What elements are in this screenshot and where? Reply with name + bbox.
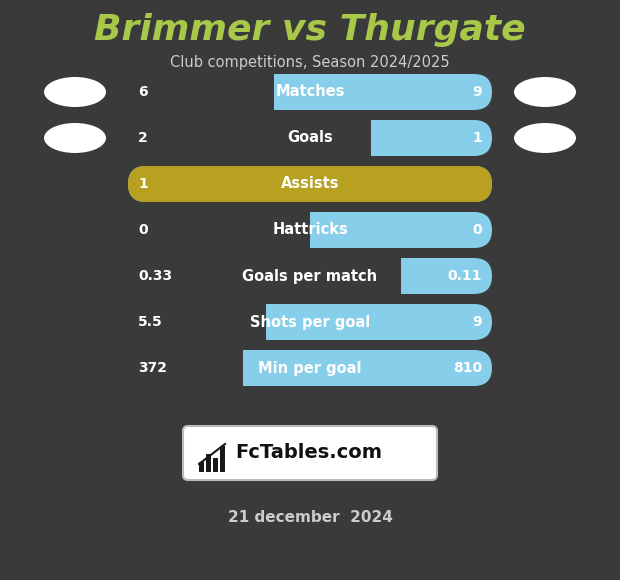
FancyBboxPatch shape	[128, 350, 492, 386]
FancyBboxPatch shape	[128, 120, 492, 156]
FancyBboxPatch shape	[128, 350, 492, 386]
Bar	[401, 258, 620, 294]
Text: 372: 372	[138, 361, 167, 375]
Text: 9: 9	[472, 85, 482, 99]
Text: 0.33: 0.33	[138, 269, 172, 283]
FancyBboxPatch shape	[128, 120, 492, 156]
Bar	[126, 120, 371, 156]
Bar	[126, 258, 419, 294]
Ellipse shape	[514, 77, 576, 107]
Bar	[126, 304, 284, 340]
FancyBboxPatch shape	[128, 258, 492, 294]
Bar	[242, 350, 512, 386]
Bar	[242, 350, 620, 386]
Text: Min per goal: Min per goal	[259, 361, 361, 375]
Bar	[126, 74, 291, 110]
FancyBboxPatch shape	[128, 74, 492, 110]
Bar	[126, 120, 389, 156]
FancyBboxPatch shape	[183, 426, 437, 480]
Text: Hattricks: Hattricks	[272, 223, 348, 237]
Ellipse shape	[44, 77, 106, 107]
FancyBboxPatch shape	[128, 212, 492, 248]
Bar	[126, 212, 310, 248]
Text: 0: 0	[138, 223, 148, 237]
Text: Brimmer vs Thurgate: Brimmer vs Thurgate	[94, 13, 526, 47]
Bar	[266, 304, 512, 340]
Text: Shots per goal: Shots per goal	[250, 314, 370, 329]
Bar	[273, 74, 512, 110]
Bar	[310, 212, 620, 248]
FancyBboxPatch shape	[128, 350, 492, 386]
Text: 1: 1	[472, 131, 482, 145]
Text: 9: 9	[472, 315, 482, 329]
Bar	[220, 446, 225, 472]
FancyBboxPatch shape	[128, 304, 492, 340]
FancyBboxPatch shape	[128, 120, 492, 156]
Text: 6: 6	[138, 85, 148, 99]
FancyBboxPatch shape	[128, 350, 492, 386]
Bar	[206, 454, 211, 472]
FancyBboxPatch shape	[128, 304, 492, 340]
FancyBboxPatch shape	[128, 166, 492, 202]
Text: Goals per match: Goals per match	[242, 269, 378, 284]
FancyBboxPatch shape	[128, 304, 492, 340]
Bar	[401, 258, 512, 294]
FancyBboxPatch shape	[128, 212, 492, 248]
FancyBboxPatch shape	[128, 258, 492, 294]
Text: 0.11: 0.11	[448, 269, 482, 283]
Ellipse shape	[44, 123, 106, 153]
FancyBboxPatch shape	[128, 212, 492, 248]
Bar	[126, 212, 328, 248]
Bar	[126, 258, 401, 294]
Text: Assists: Assists	[281, 176, 339, 191]
Bar	[273, 74, 620, 110]
Text: 0: 0	[472, 223, 482, 237]
FancyBboxPatch shape	[128, 350, 492, 386]
FancyBboxPatch shape	[128, 120, 492, 156]
Ellipse shape	[514, 123, 576, 153]
FancyBboxPatch shape	[128, 258, 492, 294]
Bar	[126, 350, 260, 386]
Text: FcTables.com: FcTables.com	[235, 444, 382, 462]
Text: Goals: Goals	[287, 130, 333, 146]
FancyBboxPatch shape	[128, 304, 492, 340]
FancyBboxPatch shape	[128, 212, 492, 248]
Text: 2: 2	[138, 131, 148, 145]
FancyBboxPatch shape	[128, 74, 492, 110]
Bar	[310, 212, 512, 248]
Bar	[126, 350, 242, 386]
Text: 21 december  2024: 21 december 2024	[228, 510, 392, 525]
Text: 5.5: 5.5	[138, 315, 162, 329]
FancyBboxPatch shape	[128, 258, 492, 294]
FancyBboxPatch shape	[128, 166, 492, 202]
Bar	[266, 304, 620, 340]
Bar	[199, 462, 204, 472]
Bar	[126, 74, 273, 110]
FancyBboxPatch shape	[128, 120, 492, 156]
Bar	[371, 120, 512, 156]
FancyBboxPatch shape	[128, 74, 492, 110]
Bar	[371, 120, 620, 156]
Text: Club competitions, Season 2024/2025: Club competitions, Season 2024/2025	[170, 55, 450, 70]
FancyBboxPatch shape	[128, 212, 492, 248]
Text: 1: 1	[138, 177, 148, 191]
Bar	[126, 304, 266, 340]
Text: Matches: Matches	[275, 85, 345, 100]
Bar	[213, 458, 218, 472]
FancyBboxPatch shape	[128, 74, 492, 110]
FancyBboxPatch shape	[128, 74, 492, 110]
FancyBboxPatch shape	[128, 304, 492, 340]
Text: 810: 810	[453, 361, 482, 375]
FancyBboxPatch shape	[128, 258, 492, 294]
